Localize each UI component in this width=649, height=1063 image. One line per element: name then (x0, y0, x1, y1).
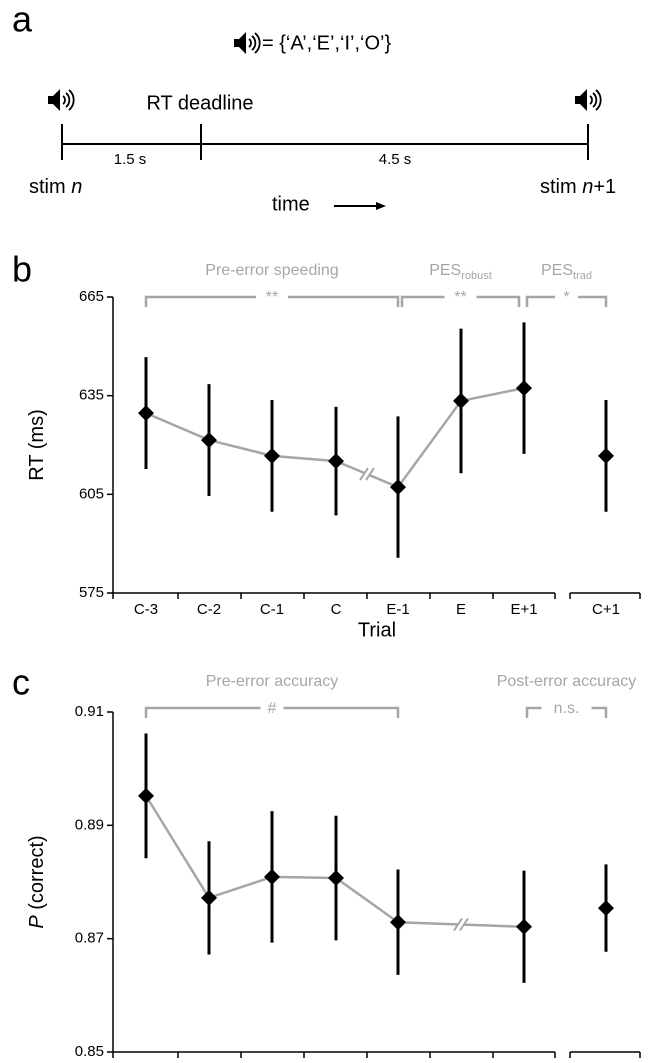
line-segment (460, 386, 525, 403)
line-segment (145, 411, 210, 442)
bracket-label: PEStrad (541, 262, 592, 282)
y-axis-label-italic: P (26, 915, 48, 929)
marker (598, 900, 614, 917)
bracket-gap (260, 704, 284, 712)
line-segment (335, 877, 399, 924)
stim-label: stim n+1 (540, 176, 616, 198)
axis-break-gap (458, 916, 464, 933)
bracket-label-text: Post-error accuracy (497, 673, 637, 690)
x-tick-label: E-5 (134, 1060, 157, 1063)
x-tick-label: C+1 (592, 1060, 620, 1063)
bracket-label-text: Pre-error accuracy (206, 673, 338, 690)
panel-letter: a (12, 0, 33, 40)
time-label: time (272, 193, 310, 215)
bracket-label-text: Pre-error speeding (205, 262, 338, 279)
axis-break-gap (361, 465, 373, 483)
x-tick-label: C-1 (260, 601, 284, 618)
marker (201, 432, 217, 449)
marker (264, 868, 280, 885)
x-tick-label: E-1 (386, 601, 409, 618)
x-tick-label: E (456, 601, 466, 618)
panel-letter: b (12, 249, 32, 290)
x-tick-label: E-4 (197, 1060, 220, 1063)
marker (390, 914, 406, 931)
line-segment (208, 438, 273, 458)
axis-break (359, 467, 369, 481)
marker (390, 479, 406, 496)
bracket-stat: ** (266, 289, 278, 306)
bracket-stat: n.s. (554, 700, 580, 717)
y-tick-label: 0.89 (75, 816, 104, 833)
line-segment (396, 400, 463, 488)
axis-break (459, 917, 469, 932)
bracket-gap (444, 293, 477, 301)
bracket-gap (541, 704, 592, 712)
x-tick-label: E (456, 1060, 466, 1063)
bracket-label-sub: robust (461, 270, 492, 282)
bracket-label: Post-error accuracy (497, 673, 637, 690)
speaker-icon (234, 32, 261, 54)
panel-letter: c (12, 662, 30, 703)
bracket-gap (256, 293, 288, 301)
y-axis-label-text: (correct) (26, 835, 48, 915)
x-tick-label: E-2 (324, 1060, 347, 1063)
marker (264, 447, 280, 464)
bracket-label: PESrobust (429, 262, 492, 282)
y-tick-label: 0.91 (75, 703, 104, 720)
x-axis-label: Trial (358, 619, 396, 641)
panel-a: a = {‘A’,‘E’,‘I’,‘O’} RT deadline 1.5 s … (12, 0, 616, 215)
marker (138, 405, 154, 422)
axis-break (365, 467, 375, 481)
bracket-label-text: PES (429, 262, 461, 279)
line-segment (208, 875, 273, 900)
line-segment (144, 795, 211, 899)
speaker-icon (575, 89, 602, 111)
bracket-label: Pre-error speeding (205, 262, 338, 279)
bracket-gap (555, 293, 578, 301)
marker (516, 918, 532, 935)
line-segment (271, 875, 337, 880)
x-tick-label: E+1 (510, 601, 537, 618)
bracket-label-sub: trad (573, 270, 592, 282)
y-tick-label: 575 (79, 584, 104, 601)
marker (516, 380, 532, 397)
y-axis-label-text: RT (ms) (26, 409, 48, 480)
x-tick-label: C+1 (592, 601, 620, 618)
y-tick-label: 0.87 (75, 930, 104, 947)
x-tick-label: C (331, 601, 342, 618)
marker (201, 889, 217, 906)
stimulus-set: = {‘A’,‘E’,‘I’,‘O’} (262, 32, 391, 54)
y-tick-label: 635 (79, 387, 104, 404)
marker (598, 447, 614, 464)
deadline-label: RT deadline (146, 92, 253, 114)
x-tick-label: E-1 (386, 1060, 409, 1063)
bracket-label: Pre-error accuracy (206, 673, 338, 690)
time-arrow (334, 202, 386, 210)
y-axis-label: P (correct) (26, 835, 48, 928)
bracket-stat: # (268, 700, 277, 717)
stim-label: stim n (29, 176, 82, 198)
marker (453, 392, 469, 409)
timeline (61, 124, 589, 160)
marker (328, 870, 344, 887)
x-tick-label: C-3 (134, 601, 158, 618)
bracket-stat: ** (454, 289, 466, 306)
marker (328, 453, 344, 470)
x-tick-label: C-2 (197, 601, 221, 618)
bracket-label-text: PES (541, 262, 573, 279)
y-tick-label: 605 (79, 485, 104, 502)
bracket-stat: * (563, 289, 569, 306)
y-tick-label: 665 (79, 288, 104, 305)
line-segment (271, 454, 337, 463)
y-axis-label: RT (ms) (26, 409, 48, 480)
axis-break (453, 917, 463, 932)
interval-label: 1.5 s (114, 151, 147, 168)
marker (138, 787, 154, 804)
x-tick-label: E-3 (260, 1060, 283, 1063)
speaker-icon (48, 89, 75, 111)
x-tick-label: E+1 (510, 1060, 537, 1063)
interval-label: 4.5 s (379, 151, 412, 168)
y-tick-label: 0.85 (75, 1043, 104, 1060)
